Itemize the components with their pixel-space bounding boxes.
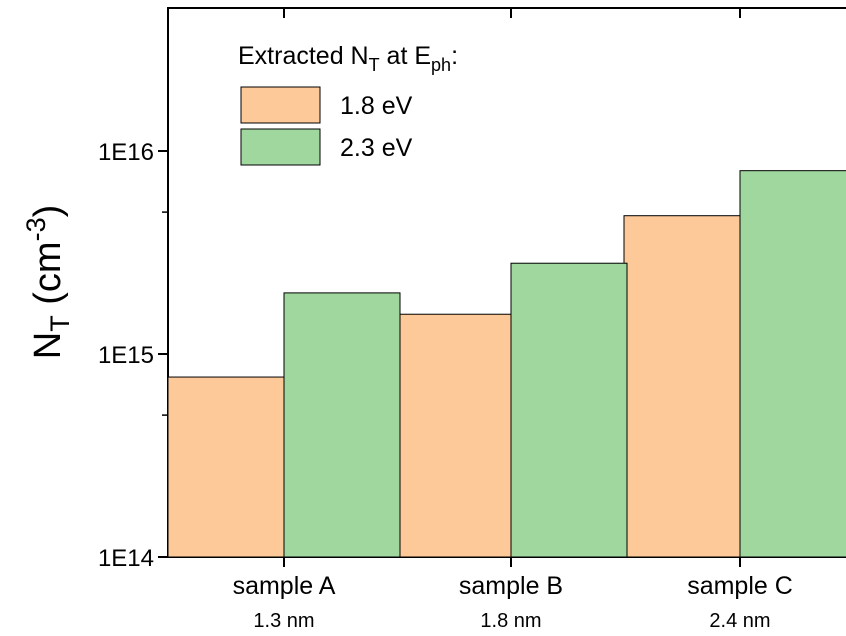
- legend-title-b-sub: ph: [431, 55, 451, 75]
- x-category-label: sample A: [233, 572, 336, 600]
- bar-1-8-ev-2: [623, 215, 741, 558]
- x-axis: [283, 8, 741, 567]
- legend-swatch-2-3ev: [240, 128, 321, 166]
- bar-1-8-ev-1: [394, 313, 512, 558]
- legend-label-1-8ev: 1.8 eV: [340, 92, 413, 120]
- category-labels: sample A 1.3 nm sample B 1.8 nm sample C 2.4 …: [233, 572, 793, 632]
- y-tick-label: 1E16: [98, 139, 154, 166]
- bar-2-3-ev-0: [283, 292, 401, 558]
- x-category-label: sample B: [459, 572, 563, 600]
- y-axis-label: NT (cm-3): [21, 205, 75, 360]
- y-axis-label-main: N: [27, 332, 69, 359]
- y-axis-label-sup: -3: [21, 217, 51, 241]
- x-category-sublabel: 1.3 nm: [253, 610, 314, 632]
- y-axis-label-close: ): [27, 205, 69, 218]
- y-axis-label-sub: T: [45, 315, 75, 332]
- legend-label-2-3ev: 2.3 eV: [340, 134, 413, 162]
- x-category-label: sample C: [687, 572, 793, 600]
- legend-swatch-1-8ev: [240, 86, 321, 124]
- x-category-sublabel: 2.4 nm: [709, 610, 770, 632]
- legend-title-b: at E: [380, 42, 431, 70]
- bar-2-3-ev-2: [739, 170, 846, 558]
- legend-title-a-sub: T: [369, 55, 380, 75]
- bar-2-3-ev-1: [510, 262, 628, 558]
- legend: Extracted NT at Eph: 1.8 eV 2.3 eV: [238, 42, 458, 166]
- bar-series: [167, 170, 846, 558]
- y-axis-label-unit: (cm: [27, 241, 69, 315]
- y-axis: 1E14 1E15 1E16: [98, 139, 168, 572]
- x-category-sublabel: 1.8 nm: [480, 610, 541, 632]
- bar-1-8-ev-0: [167, 376, 285, 558]
- y-tick-label: 1E15: [98, 342, 154, 369]
- legend-title-c: :: [451, 42, 458, 70]
- legend-title-a: Extracted N: [238, 42, 369, 70]
- legend-title: Extracted NT at Eph:: [238, 42, 458, 75]
- y-tick-label: 1E14: [98, 545, 154, 572]
